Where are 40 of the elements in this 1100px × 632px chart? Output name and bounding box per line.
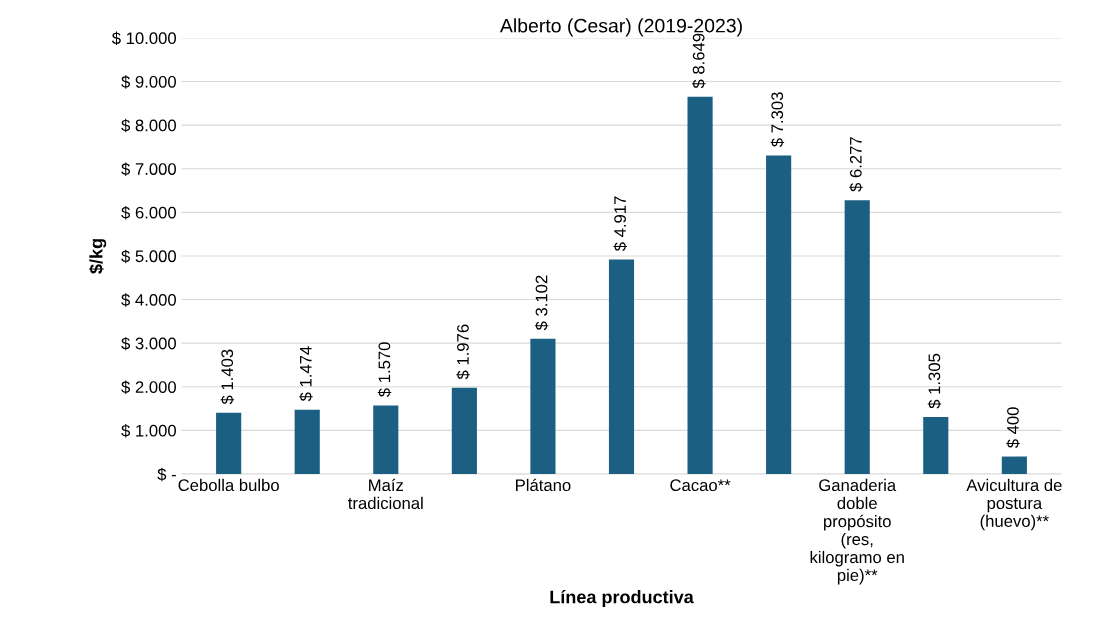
data-label: $ 3.102 (534, 275, 549, 331)
bar (766, 155, 792, 474)
y-axis-title: $/kg (88, 239, 107, 274)
x-tick-label: Cebolla bulbo (178, 478, 279, 492)
bar (923, 417, 949, 474)
bar (373, 405, 399, 474)
bar (530, 338, 556, 474)
data-label: $ 1.403 (220, 349, 235, 405)
x-axis-title: Línea productiva (550, 589, 694, 607)
y-tick-label: $ 6.000 (121, 206, 176, 220)
bar (294, 409, 320, 474)
y-tick-label: $ 8.000 (121, 118, 176, 133)
data-label: $ 4.917 (613, 196, 627, 252)
y-tick-label: $ 10.000 (111, 31, 176, 46)
data-label: $ 1.474 (299, 346, 313, 402)
data-label: $ 1.976 (456, 324, 470, 380)
data-label: $ 1.570 (377, 342, 392, 398)
x-tick-label: Avicultura de postura (huevo)** (966, 478, 1062, 531)
bar (451, 387, 477, 474)
x-tick-label: Plátano (516, 478, 571, 492)
data-label: $ 7.303 (770, 92, 785, 148)
bar (1001, 456, 1027, 474)
y-tick-label: $ 7.000 (121, 162, 176, 176)
data-label: $ 1.305 (927, 353, 942, 409)
data-label: $ 6.277 (849, 137, 863, 192)
y-tick-label: $ 3.000 (121, 336, 176, 351)
data-label: $ 400 (1006, 407, 1020, 449)
y-tick-label: $ 2.000 (121, 380, 176, 394)
y-tick-label: $ - (157, 467, 176, 482)
y-tick-label: $ 1.000 (121, 424, 176, 438)
bar (608, 259, 635, 474)
x-tick-label: Maíz tradicional (348, 478, 423, 510)
y-tick-label: $ 9.000 (121, 75, 176, 89)
bar (687, 96, 713, 474)
y-tick-label: $ 4.000 (121, 293, 176, 307)
x-tick-label: Cacao** (670, 479, 731, 492)
bar (216, 412, 242, 474)
y-tick-label: $ 5.000 (121, 249, 176, 264)
bar (844, 200, 870, 474)
x-tick-label: Ganaderia doble propósito (res, kilogramo en pie)** (810, 478, 904, 585)
